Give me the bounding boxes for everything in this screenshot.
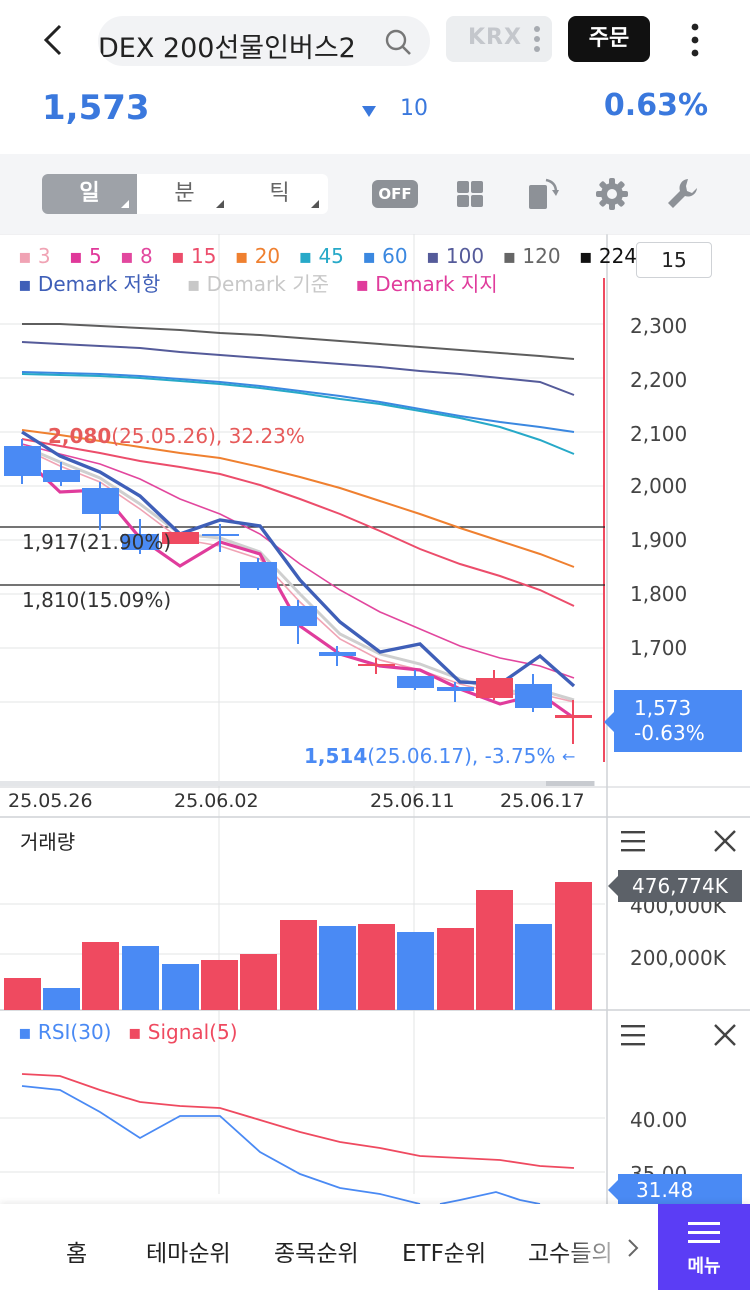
y-tick: 2,000: [630, 474, 688, 498]
y-tick: 1,700: [630, 636, 688, 660]
y-tick: 2,100: [630, 422, 688, 446]
y-tick: 2,300: [630, 314, 688, 338]
volume-panel-title: 거래량: [20, 830, 76, 854]
legend-ma-5: ▪ 5: [69, 244, 102, 268]
stock-name: DEX 200선물인버스2: [98, 33, 356, 64]
more-menu-icon[interactable]: [686, 22, 704, 58]
legend-ma-3: ▪ 3: [18, 244, 51, 268]
current-price-tag-value: 1,573: [634, 696, 692, 720]
bottom-navigation: 홈 테마순위 종목순위 ETF순위 고수들의 메뉴: [0, 1204, 750, 1290]
kebab-icon: [534, 26, 540, 52]
y-tick: 1,900: [630, 528, 688, 552]
close-icon[interactable]: [712, 1022, 738, 1048]
volume-last-tag: 476,774K: [608, 870, 742, 902]
rsi-legend: ▪ RSI(30) ▪ Signal(5): [18, 1020, 238, 1044]
volume-tick: 200,000K: [630, 946, 726, 970]
date-label: 25.06.11: [370, 790, 455, 812]
legend-ma-100: ▪ 100: [425, 244, 485, 268]
order-button[interactable]: 주문: [568, 16, 650, 62]
period-minute[interactable]: 분: [137, 174, 232, 214]
price-change: 10: [400, 96, 428, 121]
date-label: 25.06.02: [174, 790, 259, 812]
legend-demark-resistance: ▪ Demark 저항: [18, 272, 161, 296]
legend-ma-45: ▪ 45: [298, 244, 344, 268]
period-tick-label: 틱: [269, 181, 290, 206]
chart-toolbar: 일 분 틱 OFF: [0, 154, 750, 234]
period-count-input[interactable]: 15: [636, 242, 712, 278]
period-day-label: 일: [79, 181, 100, 206]
date-label: 25.06.17: [500, 790, 585, 812]
current-price: 1,573: [42, 88, 150, 128]
close-icon[interactable]: [712, 828, 738, 854]
gear-icon[interactable]: [594, 176, 630, 212]
high-annotation: 2,080(25.05.26), 32.23%: [48, 424, 305, 448]
period-tick[interactable]: 틱: [232, 174, 327, 214]
stock-search-box[interactable]: DEX 200선물인버스2: [98, 16, 430, 66]
ma-legend: ▪ 3 ▪ 5 ▪ 8 ▪ 15 ▪ 20 ▪ 45 ▪ 60 ▪ 100 ▪ …: [18, 244, 649, 268]
rsi-tick: 40.00: [630, 1108, 688, 1132]
grid-icon[interactable]: [452, 176, 488, 212]
rsi-legend-item: ▪ RSI(30): [18, 1020, 112, 1044]
low-annotation: 1,514(25.06.17), -3.75%: [304, 744, 556, 768]
nav-stock-rank[interactable]: 종목순위: [274, 1241, 359, 1267]
legend-demark-support: ▪ Demark 지지: [355, 272, 498, 296]
chart-canvas: ←: [0, 234, 750, 1204]
overlay-toggle[interactable]: OFF: [372, 180, 418, 208]
menu-button[interactable]: 메뉴: [658, 1204, 750, 1290]
header: DEX 200선물인버스2 KRX 주문: [0, 0, 750, 82]
legend-ma-60: ▪ 60: [362, 244, 408, 268]
chevron-right-icon[interactable]: [626, 1238, 640, 1258]
legend-ma-120: ▪ 120: [502, 244, 561, 268]
nav-fade: [560, 1204, 660, 1290]
hamburger-icon[interactable]: [620, 828, 646, 854]
level-2-label: 1,810(15.09%): [22, 588, 172, 612]
exchange-label: KRX: [468, 25, 522, 50]
back-arrow-icon[interactable]: [36, 22, 72, 58]
demark-legend: ▪ Demark 저항 ▪ Demark 기준 ▪ Demark 지지: [18, 268, 518, 297]
y-tick: 1,800: [630, 582, 688, 606]
search-icon[interactable]: [384, 28, 412, 56]
hamburger-icon[interactable]: [620, 1022, 646, 1048]
current-price-tag-pct: -0.63%: [634, 721, 705, 745]
y-tick: 2,200: [630, 368, 688, 392]
legend-demark-base: ▪ Demark 기준: [186, 272, 330, 296]
nav-home[interactable]: 홈: [66, 1241, 88, 1267]
legend-ma-20: ▪ 20: [234, 244, 281, 268]
svg-text:←: ←: [562, 747, 575, 766]
rotate-icon[interactable]: [524, 176, 560, 212]
period-day[interactable]: 일: [42, 174, 137, 214]
legend-ma-15: ▪ 15: [171, 244, 217, 268]
stock-chart[interactable]: ← ▪ 3 ▪ 5 ▪ 8 ▪ 15 ▪ 20: [0, 234, 750, 1206]
nav-etf-rank[interactable]: ETF순위: [402, 1241, 487, 1267]
wrench-icon[interactable]: [664, 176, 700, 212]
period-selector: 일 분 틱: [42, 174, 328, 214]
menu-label: 메뉴: [687, 1256, 721, 1277]
hamburger-icon: [688, 1222, 720, 1243]
price-change-percent: 0.63%: [603, 88, 708, 123]
date-label: 25.05.26: [8, 790, 93, 812]
signal-legend-item: ▪ Signal(5): [127, 1020, 238, 1044]
period-minute-label: 분: [174, 181, 195, 206]
legend-ma-224: ▪ 224: [578, 244, 638, 268]
level-1-label: 1,917(21.90%): [22, 530, 172, 554]
exchange-selector[interactable]: KRX: [446, 16, 552, 62]
down-triangle-icon: [362, 106, 376, 117]
rsi-last-tag: 31.48: [608, 1174, 742, 1206]
current-price-tag: 1,573 -0.63%: [604, 690, 742, 752]
nav-theme-rank[interactable]: 테마순위: [146, 1241, 231, 1267]
legend-ma-8: ▪ 8: [120, 244, 153, 268]
